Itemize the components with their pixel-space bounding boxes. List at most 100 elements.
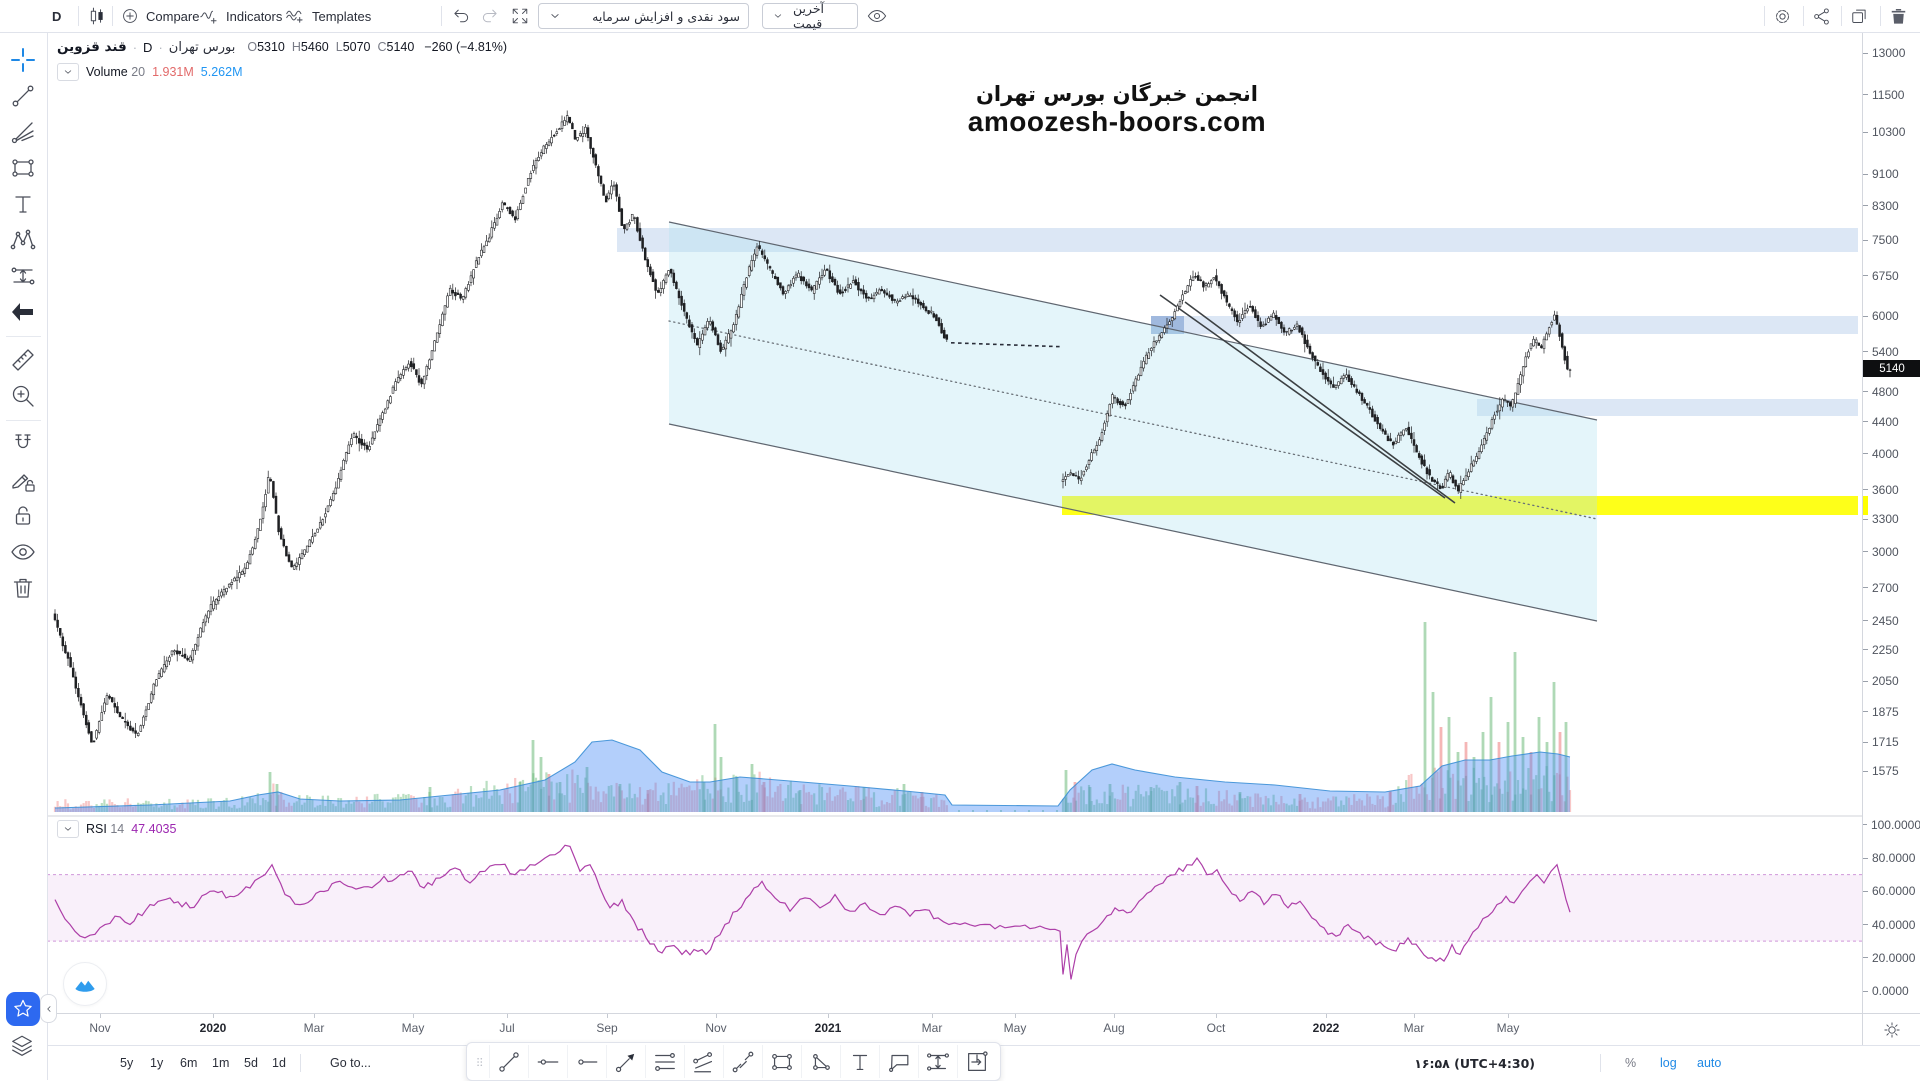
palette-fib-retracement-button[interactable] — [646, 1045, 685, 1078]
clock[interactable]: ۱۶:۵۸ (UTC+4:30) — [1414, 1055, 1535, 1071]
magnet-tool[interactable] — [9, 430, 37, 458]
theme-toggle-button[interactable] — [1862, 1013, 1920, 1046]
rsi-axis-label: 100.0000 — [1863, 817, 1920, 832]
tick — [932, 1014, 933, 1018]
palette-callout-button[interactable] — [880, 1045, 919, 1078]
zoom-in-tool[interactable] — [9, 382, 37, 410]
adjustment-dropdown[interactable]: سود نقدی و افزایش سرمایه — [538, 3, 749, 29]
gann-fib-tool[interactable] — [9, 118, 37, 146]
volume-series — [53, 622, 1572, 812]
price-label: 8300 — [1863, 198, 1920, 213]
palette-parallel-channel-button[interactable] — [685, 1045, 724, 1078]
price-axis[interactable]: 13000 11500 10300 9100 8300 7500 6750 6000 5400 4… — [1862, 32, 1920, 1013]
indicators-button[interactable]: Indicators — [198, 0, 282, 32]
time-label: May — [401, 1021, 425, 1035]
templates-button[interactable]: Templates — [284, 0, 371, 32]
price-label: 4000 — [1863, 446, 1920, 461]
templates-icon — [284, 5, 306, 27]
price-label: 11500 — [1863, 87, 1920, 102]
lock-all-tool[interactable] — [9, 502, 37, 530]
volume-ma-value: 1.931M — [152, 65, 194, 79]
support-resistance-band[interactable] — [1477, 399, 1858, 416]
range-5y-button[interactable]: 5y — [120, 1056, 134, 1070]
forecast-tool[interactable] — [9, 262, 37, 290]
time-axis[interactable]: Nov 2020 Mar May Jul Sep Nov 2021 Mar May Aug Oct 20… — [47, 1013, 1862, 1046]
yellow-support-band[interactable] — [1062, 496, 1858, 515]
watermark: انجمن خبرگان بورس تهران amoozesh-boors.c… — [967, 82, 1267, 137]
crosshair-tool[interactable] — [9, 46, 37, 74]
share-button[interactable] — [1811, 0, 1832, 32]
pattern-tool[interactable] — [9, 226, 37, 254]
palette-trend-fib-button[interactable] — [724, 1045, 763, 1078]
tick — [100, 1014, 101, 1018]
range-5d-button[interactable]: 5d — [244, 1056, 258, 1070]
goto-button[interactable]: Go to... — [330, 1056, 371, 1070]
volume-collapse-button[interactable] — [57, 63, 79, 81]
price-type-dropdown[interactable]: آخرین قیمت — [762, 1, 858, 31]
remove-all-tool[interactable] — [9, 574, 37, 602]
trend-line[interactable] — [1159, 294, 1446, 499]
redo-button[interactable] — [480, 0, 501, 32]
volume-current-value: 5.262M — [200, 65, 243, 79]
favorites-star-button[interactable] — [6, 992, 40, 1026]
object-tree-button[interactable] — [9, 1033, 37, 1061]
price-label: 2250 — [1863, 642, 1920, 657]
range-1d-button[interactable]: 1d — [272, 1056, 286, 1070]
palette-date-range-button[interactable] — [958, 1045, 996, 1078]
rsi-value: 47.4035 — [131, 822, 177, 836]
divider — [1841, 6, 1842, 26]
crosshair-icon — [9, 46, 37, 74]
percent-scale-button[interactable]: % — [1625, 1056, 1637, 1070]
top-toolbar: D Compare Indicators Templates سود نقدی … — [0, 0, 1920, 33]
log-scale-button[interactable]: log — [1660, 1056, 1677, 1070]
snapshot-button[interactable] — [1849, 0, 1870, 32]
shapes-tool[interactable] — [9, 154, 37, 182]
range-1y-button[interactable]: 1y — [150, 1056, 164, 1070]
chart-style-button[interactable] — [86, 0, 108, 32]
palette-price-range-button[interactable] — [919, 1045, 958, 1078]
palette-horizontal-line-button[interactable] — [529, 1045, 568, 1078]
support-resistance-band[interactable] — [1151, 316, 1858, 334]
trend-line[interactable] — [1184, 301, 1456, 504]
drawing-lock-tool[interactable] — [9, 466, 37, 494]
support-resistance-band[interactable] — [617, 228, 1858, 252]
palette-horizontal-ray-button[interactable] — [568, 1045, 607, 1078]
range-6m-button[interactable]: 6m — [180, 1056, 198, 1070]
palette-trend-line-button[interactable] — [490, 1045, 529, 1078]
rsi-legend[interactable]: RSI 14 47.4035 — [57, 820, 176, 838]
price-label: 4400 — [1863, 414, 1920, 429]
trend-fib-icon — [730, 1049, 756, 1075]
palette-triangle-button[interactable] — [802, 1045, 841, 1078]
compare-button[interactable]: Compare — [120, 0, 199, 32]
settings-button[interactable] — [1772, 0, 1793, 32]
rsi-label: RSI 14 — [86, 822, 125, 836]
range-1m-button[interactable]: 1m — [212, 1056, 230, 1070]
provider-logo[interactable] — [63, 962, 107, 1006]
visibility-button[interactable] — [866, 0, 888, 32]
collapse-panel-button[interactable] — [40, 994, 57, 1023]
divider — [1600, 1054, 1601, 1072]
time-label: May — [1496, 1021, 1520, 1035]
text-tool[interactable] — [9, 190, 37, 218]
descending-channel[interactable] — [669, 222, 1597, 621]
measure-tool[interactable] — [9, 346, 37, 374]
palette-drag-handle[interactable] — [471, 1045, 490, 1078]
fib-retracement-icon — [652, 1049, 678, 1075]
price-label: 13000 — [1863, 46, 1920, 61]
palette-text-button[interactable] — [841, 1045, 880, 1078]
trend-line-tool[interactable] — [9, 82, 37, 110]
hide-all-tool[interactable] — [9, 538, 37, 566]
delete-button[interactable] — [1888, 0, 1909, 32]
undo-button[interactable] — [450, 0, 471, 32]
rsi-collapse-button[interactable] — [57, 820, 79, 838]
shapes-icon — [9, 154, 37, 182]
arrow-marker-tool[interactable] — [9, 298, 37, 326]
symbol-legend[interactable]: قند قزوین · D · بورس تهران O5310 H5460 L… — [57, 39, 508, 81]
palette-rectangle-button[interactable] — [763, 1045, 802, 1078]
fullscreen-button[interactable] — [510, 0, 530, 32]
auto-scale-button[interactable]: auto — [1697, 1056, 1722, 1070]
palette-arrow-button[interactable] — [607, 1045, 646, 1078]
interval-button[interactable]: D — [52, 8, 62, 24]
tick — [1114, 1014, 1115, 1018]
